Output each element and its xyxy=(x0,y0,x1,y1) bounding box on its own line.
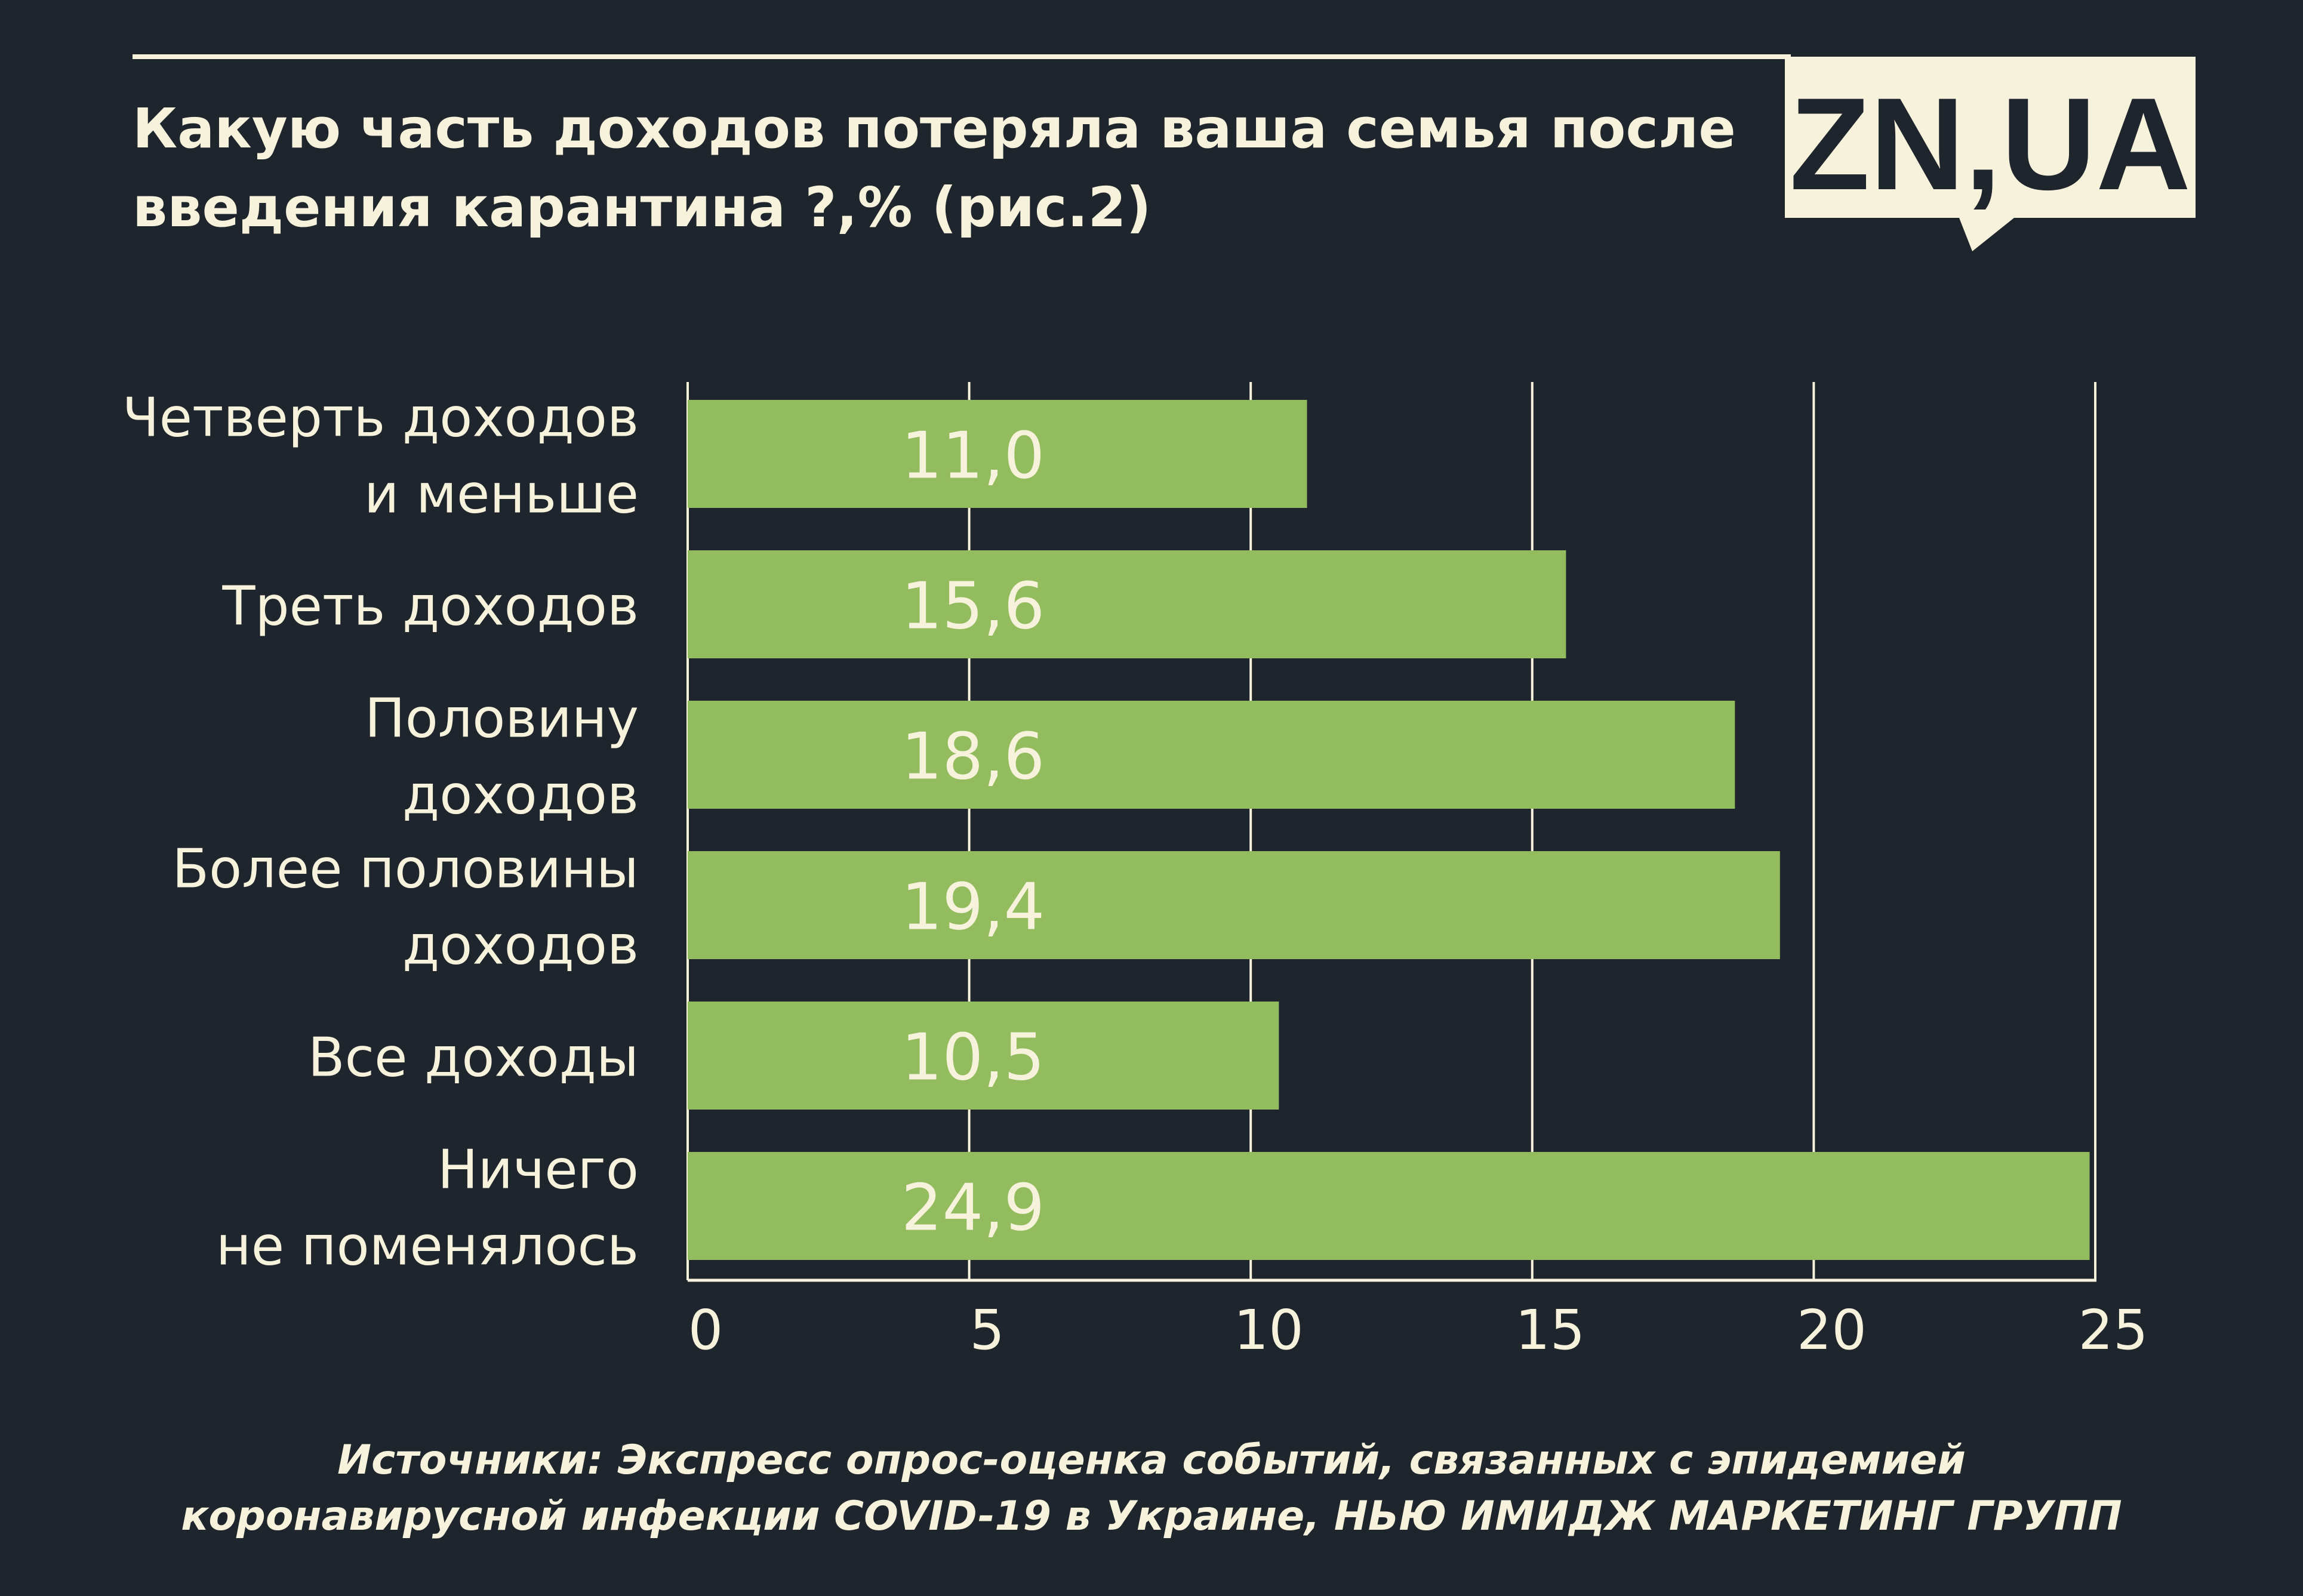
category-labels: Четверть доходов и меньше Треть доходов Пол… xyxy=(122,387,639,1278)
bars: 11,0 15,6 18,6 19,4 10,5 24,9 xyxy=(688,400,2090,1260)
category-label-0-line-0: Четверть доходов xyxy=(122,387,639,449)
bar-value-label-5: 24,9 xyxy=(901,1171,1045,1246)
bar-4 xyxy=(688,1002,1279,1110)
x-tick-label-0: 0 xyxy=(688,1298,723,1362)
x-tick-label-25: 25 xyxy=(2078,1298,2148,1362)
top-rule xyxy=(133,54,1791,59)
bar-value-label-1: 15,6 xyxy=(901,569,1045,644)
logo-text: ZN,UA xyxy=(1790,70,2191,217)
category-label-1-line-0: Треть доходов xyxy=(222,575,639,638)
chart-title-line-1: Какую часть доходов потеряла ваша семья … xyxy=(133,97,1736,161)
category-label-3-line-0: Более половины xyxy=(172,838,639,901)
bar-0 xyxy=(688,400,1307,508)
source-line-1: Источники: Экспресс опрос-оценка событий… xyxy=(337,1437,1966,1484)
category-label-0-line-1: и меньше xyxy=(364,463,639,526)
bar-value-label-4: 10,5 xyxy=(901,1021,1045,1095)
category-label-4-line-0: Все доходы xyxy=(308,1027,639,1089)
bar-value-label-0: 11,0 xyxy=(901,419,1045,494)
chart-title: Какую часть доходов потеряла ваша семья … xyxy=(133,90,1744,247)
bar-2 xyxy=(688,701,1735,809)
zn-ua-logo-badge: ZN,UA xyxy=(1785,57,2196,251)
bar-value-label-3: 19,4 xyxy=(901,870,1045,945)
category-label-3-line-1: доходов xyxy=(402,914,639,977)
chart-title-line-2: введения карантина ?,% (рис.2) xyxy=(133,175,1152,239)
category-label-5-line-1: не поменялось xyxy=(216,1215,639,1278)
tick-labels: 0 5 10 15 20 25 xyxy=(688,1298,2148,1362)
source-line-2: коронавирусной инфекции COVID-19 в Украи… xyxy=(181,1493,2122,1540)
source-note: Источники: Экспресс опрос-оценка событий… xyxy=(0,1432,2303,1545)
x-tick-label-10: 10 xyxy=(1234,1298,1304,1362)
bar-5 xyxy=(688,1152,2090,1260)
category-label-5-line-0: Ничего xyxy=(438,1139,639,1201)
category-label-2-line-1: доходов xyxy=(402,764,639,827)
x-tick-label-20: 20 xyxy=(1797,1298,1867,1362)
bar-3 xyxy=(688,851,1780,959)
x-tick-label-15: 15 xyxy=(1515,1298,1585,1362)
zn-ua-logo: ZN,UA xyxy=(1782,53,2198,256)
category-label-2-line-0: Половину xyxy=(365,688,639,750)
grid-lines xyxy=(686,382,2096,1280)
x-tick-label-5: 5 xyxy=(969,1298,1005,1362)
bar-1 xyxy=(688,550,1566,658)
bar-value-label-2: 18,6 xyxy=(901,720,1045,794)
